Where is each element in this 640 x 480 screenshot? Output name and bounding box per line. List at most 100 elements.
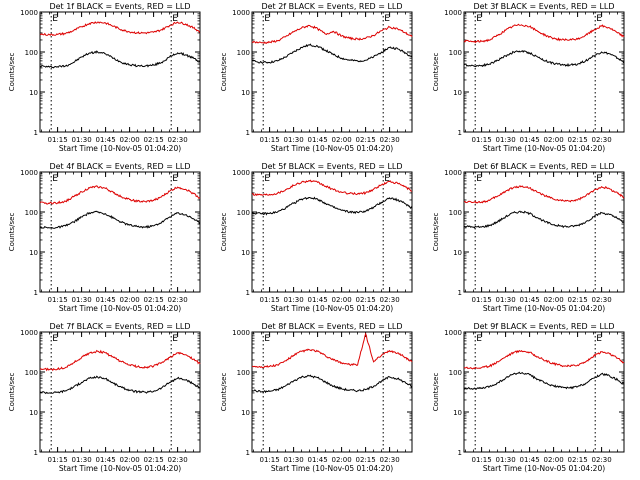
x-axis-label: Start Time (10-Nov-05 01:04:20) [483,304,605,313]
y-axis-label: Counts/sec [220,213,228,252]
x-tick-label: 02:15 [144,296,164,304]
plot-panel [463,171,625,293]
y-axis-label: Counts/sec [8,373,16,412]
x-tick-label: 02:30 [592,456,612,464]
y-axis-label: Counts/sec [220,53,228,92]
plot-title: Det 8f BLACK = Events, RED = LLD [261,322,402,331]
x-tick-label: 02:00 [544,456,564,464]
event-marker-label: E [476,174,482,184]
x-tick-label: 02:00 [120,456,140,464]
plot-frame [251,11,413,133]
event-marker-label: E [596,174,602,184]
y-tick-label: 100 [237,369,250,377]
y-tick-label: 100 [237,49,250,57]
plot-frame [39,331,201,453]
plot-title: Det 7f BLACK = Events, RED = LLD [49,322,190,331]
y-tick-label: 1 [246,289,250,297]
x-tick-label: 02:00 [120,136,140,144]
y-tick-label: 100 [449,369,462,377]
y-axis-label: Counts/sec [8,213,16,252]
x-tick-label: 01:30 [496,296,516,304]
event-marker-label: E [264,14,270,24]
x-tick-label: 02:00 [332,296,352,304]
lld-series-line [39,21,201,37]
y-tick-label: 1 [458,129,462,137]
x-tick-label: 01:45 [96,296,116,304]
x-tick-label: 02:15 [568,456,588,464]
event-marker-label: E [384,14,390,24]
event-marker-label: E [384,334,390,344]
x-tick-label: 02:15 [356,136,376,144]
x-tick-label: 02:30 [592,296,612,304]
y-tick-label: 100 [25,49,38,57]
y-tick-label: 100 [449,209,462,217]
event-marker-label: E [172,14,178,24]
y-tick-label: 1 [458,449,462,457]
y-tick-label: 1000 [20,169,38,177]
y-axis-label: Counts/sec [432,213,440,252]
x-axis-label: Start Time (10-Nov-05 01:04:20) [271,464,393,473]
y-tick-label: 1000 [444,329,462,337]
x-tick-label: 01:30 [72,136,92,144]
y-tick-label: 1 [246,449,250,457]
x-tick-label: 01:30 [496,456,516,464]
x-tick-label: 01:15 [472,456,492,464]
x-tick-label: 02:00 [120,296,140,304]
x-tick-label: 01:30 [72,456,92,464]
x-tick-label: 02:30 [168,136,188,144]
x-tick-label: 01:15 [472,296,492,304]
x-tick-label: 01:30 [284,296,304,304]
plot-title: Det 3f BLACK = Events, RED = LLD [473,2,614,11]
plot-title: Det 6f BLACK = Events, RED = LLD [473,162,614,171]
event-marker-label: E [264,174,270,184]
events-series-line [251,374,413,394]
x-tick-label: 01:15 [48,136,68,144]
lld-series-line [251,179,413,197]
x-tick-label: 02:30 [168,456,188,464]
y-tick-label: 1 [34,289,38,297]
plot-panel [463,331,625,453]
y-tick-label: 10 [453,89,462,97]
event-marker-label: E [264,334,270,344]
x-tick-label: 01:30 [284,456,304,464]
plot-frame [39,171,201,293]
x-tick-label: 02:00 [544,296,564,304]
plot-frame [463,171,625,293]
x-tick-label: 02:15 [568,136,588,144]
event-marker-label: E [52,174,58,184]
plot-frame [251,331,413,453]
x-tick-label: 02:30 [380,296,400,304]
events-series-line [39,210,201,229]
x-tick-label: 01:45 [520,136,540,144]
plot-panel [251,171,413,293]
event-marker-label: E [172,334,178,344]
plot-frame [463,331,625,453]
events-series-line [463,371,625,391]
event-marker-label: E [52,334,58,344]
x-tick-label: 01:30 [72,296,92,304]
x-tick-label: 01:30 [284,136,304,144]
y-tick-label: 10 [241,409,250,417]
x-tick-label: 01:15 [48,296,68,304]
x-tick-label: 02:15 [144,456,164,464]
x-tick-label: 02:30 [168,296,188,304]
lld-series-line [39,349,201,372]
x-tick-label: 01:45 [520,456,540,464]
y-tick-label: 1000 [232,169,250,177]
x-axis-label: Start Time (10-Nov-05 01:04:20) [271,304,393,313]
plot-frame [251,171,413,293]
y-tick-label: 10 [241,249,250,257]
y-tick-label: 100 [25,369,38,377]
x-tick-label: 02:30 [592,136,612,144]
x-tick-label: 01:15 [260,456,280,464]
lld-series-line [251,332,413,369]
y-tick-label: 1000 [232,9,250,17]
x-tick-label: 01:45 [308,296,328,304]
y-tick-label: 1000 [444,169,462,177]
y-axis-label: Counts/sec [220,373,228,412]
event-marker-label: E [52,14,58,24]
y-tick-label: 1 [458,289,462,297]
lld-series-line [463,23,625,44]
x-tick-label: 02:00 [544,136,564,144]
